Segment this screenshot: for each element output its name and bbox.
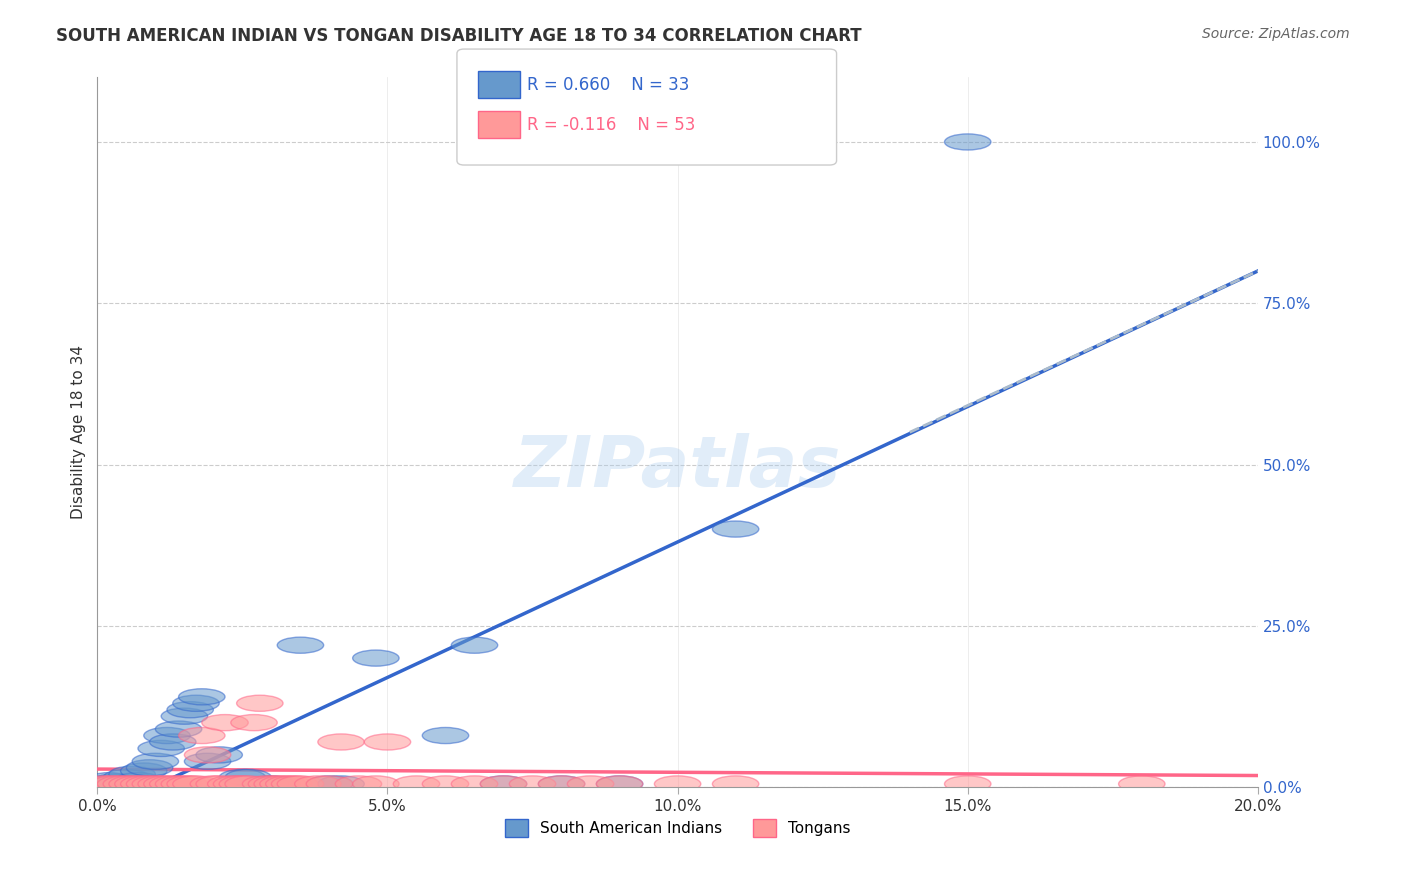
Ellipse shape [127,776,173,792]
Ellipse shape [422,728,468,744]
Ellipse shape [173,695,219,711]
Ellipse shape [225,770,271,786]
Ellipse shape [80,776,127,792]
Text: R = -0.116    N = 53: R = -0.116 N = 53 [527,116,696,134]
Text: ZIPatlas: ZIPatlas [515,434,841,502]
Ellipse shape [156,721,202,737]
Ellipse shape [208,776,254,792]
Text: R = 0.660    N = 33: R = 0.660 N = 33 [527,76,689,94]
Ellipse shape [242,776,288,792]
Ellipse shape [86,772,132,789]
Ellipse shape [121,763,167,779]
Ellipse shape [353,776,399,792]
Ellipse shape [568,776,614,792]
Ellipse shape [156,776,202,792]
Ellipse shape [149,776,195,792]
Ellipse shape [538,776,585,792]
Ellipse shape [353,650,399,666]
Ellipse shape [115,772,162,789]
Ellipse shape [132,753,179,770]
Ellipse shape [596,776,643,792]
Ellipse shape [91,774,138,790]
Ellipse shape [318,734,364,750]
Ellipse shape [254,776,301,792]
Ellipse shape [231,714,277,731]
Ellipse shape [202,714,249,731]
Ellipse shape [167,776,214,792]
Ellipse shape [179,728,225,744]
Ellipse shape [167,702,214,718]
Ellipse shape [214,776,260,792]
Ellipse shape [1119,776,1166,792]
Ellipse shape [138,740,184,756]
Ellipse shape [271,776,318,792]
Ellipse shape [127,760,173,776]
Ellipse shape [108,776,156,792]
Ellipse shape [451,637,498,653]
Ellipse shape [713,521,759,537]
Ellipse shape [307,776,353,792]
Ellipse shape [596,776,643,792]
Ellipse shape [451,776,498,792]
Legend: South American Indians, Tongans: South American Indians, Tongans [499,813,856,843]
Ellipse shape [654,776,700,792]
Ellipse shape [945,134,991,150]
Ellipse shape [143,728,190,744]
Ellipse shape [538,776,585,792]
Ellipse shape [219,776,266,792]
Ellipse shape [173,776,219,792]
Ellipse shape [260,776,307,792]
Ellipse shape [108,766,156,782]
Ellipse shape [481,776,527,792]
Ellipse shape [121,776,167,792]
Ellipse shape [335,776,381,792]
Ellipse shape [179,689,225,705]
Ellipse shape [225,776,271,792]
Y-axis label: Disability Age 18 to 34: Disability Age 18 to 34 [72,345,86,519]
Ellipse shape [162,708,208,724]
Ellipse shape [143,776,190,792]
Text: Source: ZipAtlas.com: Source: ZipAtlas.com [1202,27,1350,41]
Ellipse shape [295,776,342,792]
Ellipse shape [97,776,143,792]
Ellipse shape [945,776,991,792]
Ellipse shape [190,776,236,792]
Ellipse shape [481,776,527,792]
Ellipse shape [184,753,231,770]
Ellipse shape [249,776,295,792]
Ellipse shape [236,695,283,711]
Ellipse shape [364,734,411,750]
Ellipse shape [162,776,208,792]
Ellipse shape [149,734,195,750]
Ellipse shape [713,776,759,792]
Ellipse shape [184,747,231,763]
Ellipse shape [86,776,132,792]
Ellipse shape [277,637,323,653]
Ellipse shape [249,776,295,792]
Ellipse shape [132,776,179,792]
Ellipse shape [195,776,242,792]
Ellipse shape [277,776,323,792]
Ellipse shape [509,776,555,792]
Ellipse shape [307,776,353,792]
Ellipse shape [138,776,184,792]
Ellipse shape [115,776,162,792]
Ellipse shape [103,770,149,786]
Ellipse shape [195,747,242,763]
Ellipse shape [219,770,266,786]
Ellipse shape [80,776,127,792]
Ellipse shape [266,776,312,792]
Ellipse shape [394,776,440,792]
Text: SOUTH AMERICAN INDIAN VS TONGAN DISABILITY AGE 18 TO 34 CORRELATION CHART: SOUTH AMERICAN INDIAN VS TONGAN DISABILI… [56,27,862,45]
Ellipse shape [422,776,468,792]
Ellipse shape [318,776,364,792]
Ellipse shape [91,776,138,792]
Ellipse shape [103,776,149,792]
